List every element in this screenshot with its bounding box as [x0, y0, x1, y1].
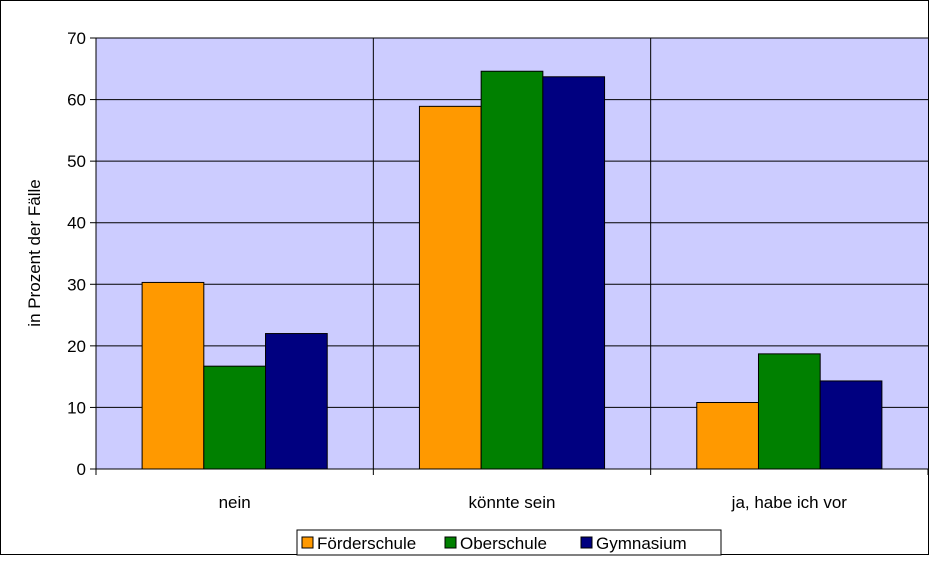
x-tick-label: nein — [219, 493, 251, 512]
bar-oberschule-1 — [203, 365, 267, 470]
legend: Förderschule Oberschule Gymnasium — [296, 529, 722, 556]
legend-label-förderschule: Förderschule — [317, 534, 416, 553]
y-tick-label: 10 — [67, 398, 86, 417]
y-tick-label: 20 — [67, 337, 86, 356]
legend-swatch-oberschule — [444, 536, 457, 549]
y-axis-label: in Prozent der Fälle — [25, 179, 44, 326]
bar-oberschule-2 — [480, 70, 544, 470]
y-tick-label: 50 — [67, 152, 86, 171]
bar-oberschule-3 — [757, 353, 821, 470]
x-tick-labels: nein könnte sein ja, habe ich vor — [219, 493, 848, 512]
y-tick-labels: 0 10 20 30 40 50 60 70 — [67, 29, 86, 479]
bar-förderschule-3 — [696, 402, 759, 470]
legend-label-gymnasium: Gymnasium — [596, 534, 687, 553]
x-tick-label: ja, habe ich vor — [731, 493, 848, 512]
y-tick-label: 30 — [67, 275, 86, 294]
legend-swatch-förderschule — [301, 536, 314, 549]
bar-förderschule-1 — [141, 281, 205, 470]
y-tick-label: 0 — [77, 460, 86, 479]
bar-gymnasium-3 — [819, 380, 883, 470]
y-tick-label: 40 — [67, 214, 86, 233]
bar-gymnasium-2 — [542, 76, 606, 470]
axes — [90, 37, 929, 475]
legend-swatch-gymnasium — [580, 536, 593, 549]
y-tick-label: 70 — [67, 29, 86, 48]
x-tick-label: könnte sein — [469, 493, 556, 512]
bars — [141, 70, 883, 470]
bar-gymnasium-1 — [265, 333, 328, 470]
y-tick-label: 60 — [67, 91, 86, 110]
bar-förderschule-2 — [418, 105, 482, 470]
legend-box — [296, 529, 722, 556]
legend-label-oberschule: Oberschule — [460, 534, 547, 553]
